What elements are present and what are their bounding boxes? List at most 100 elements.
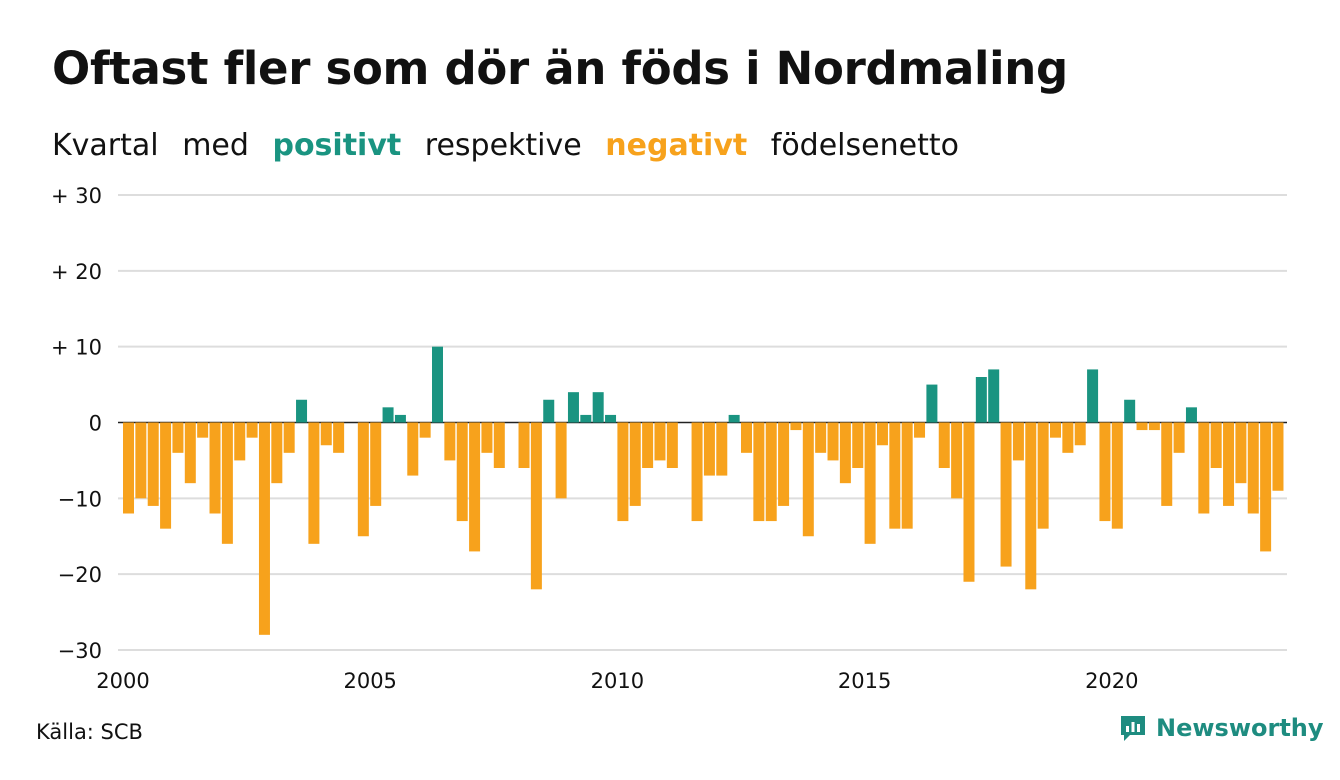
bar-negative [518, 422, 530, 468]
bar-negative [778, 422, 790, 506]
bar-negative [123, 422, 134, 514]
bar-negative [320, 422, 332, 446]
chart-subtitle: Kvartal med positivt respektive negativt… [52, 128, 973, 163]
bar-negative [901, 422, 913, 529]
bar-negative [456, 422, 468, 522]
bar-positive [543, 399, 555, 423]
bar-negative [258, 422, 270, 635]
chart-title: Oftast fler som dör än föds i Nordmaling [52, 42, 1068, 95]
bar-negative [864, 422, 876, 544]
bar-negative [790, 422, 802, 431]
bar-negative [308, 422, 320, 544]
bar-negative [703, 422, 715, 476]
bar-negative [654, 422, 666, 461]
bar-negative [197, 422, 209, 438]
bar-positive [592, 392, 604, 423]
bar-negative [938, 422, 950, 468]
bar-negative [815, 422, 827, 453]
bar-negative [271, 422, 283, 484]
bar-negative [951, 422, 963, 499]
bar-negative [1037, 422, 1049, 529]
bar-negative [172, 422, 184, 453]
bar-negative [444, 422, 456, 461]
bar-negative [1111, 422, 1123, 529]
bar-negative [876, 422, 888, 446]
bar-positive [1185, 407, 1197, 423]
y-tick-label: 0 [89, 412, 102, 436]
bar-negative [741, 422, 752, 453]
bar-negative [914, 422, 926, 438]
bar-positive [926, 384, 938, 423]
bar-negative [555, 422, 567, 499]
bar-negative [357, 422, 369, 537]
bar-negative [1074, 422, 1086, 446]
bar-positive [1124, 399, 1136, 423]
bar-negative [1198, 422, 1210, 514]
bar-positive [432, 346, 443, 423]
bar-positive [988, 369, 1000, 423]
bar-positive [975, 377, 987, 423]
bar-negative [1062, 422, 1074, 453]
bar-negative [1210, 422, 1222, 468]
bar-negative [530, 422, 542, 590]
bar-negative [691, 422, 703, 522]
bar-negative [184, 422, 196, 484]
bar-negative [469, 422, 481, 552]
y-tick-label: −20 [58, 563, 102, 587]
subtitle-word-kvartal: Kvartal [52, 128, 159, 163]
bar-positive [1087, 369, 1099, 423]
subtitle-positive-label: positivt [272, 128, 402, 163]
chart-bubble-icon [1121, 716, 1145, 741]
x-tick-label: 2000 [96, 669, 149, 693]
bar-negative [765, 422, 777, 522]
bar-negative [889, 422, 901, 529]
bar-positive [580, 414, 592, 423]
subtitle-word-med: med [182, 128, 249, 163]
bar-negative [407, 422, 419, 476]
bar-negative [135, 422, 147, 499]
bar-negative [1136, 422, 1148, 431]
bar-negative [1000, 422, 1012, 567]
logo-text: Newsworthy [1156, 714, 1324, 742]
bar-negative [333, 422, 345, 453]
subtitle-word-fodelsenetto: födelsenetto [770, 128, 959, 163]
bar-negative [1247, 422, 1259, 514]
bar-negative [1099, 422, 1111, 522]
x-tick-label: 2015 [838, 669, 891, 693]
y-tick-label: + 20 [51, 260, 102, 284]
x-tick-label: 2005 [343, 669, 396, 693]
bar-positive [394, 414, 406, 423]
bar-negative [246, 422, 258, 438]
y-tick-label: −30 [58, 639, 102, 663]
bar-positive [382, 407, 394, 423]
y-tick-label: + 30 [51, 184, 102, 208]
bar-negative [839, 422, 851, 484]
bar-negative [629, 422, 641, 506]
bar-negative [827, 422, 839, 461]
bar-negative [419, 422, 431, 438]
bar-negative [1235, 422, 1247, 484]
bar-negative [1223, 422, 1235, 506]
bar-negative [1260, 422, 1272, 552]
subtitle-word-respektive: respektive [424, 128, 582, 163]
bar-negative [963, 422, 975, 582]
bar-positive [296, 399, 308, 423]
bar-negative [1173, 422, 1185, 453]
bar-negative [147, 422, 159, 506]
bar-negative [234, 422, 246, 461]
bar-positive [605, 414, 617, 423]
bar-negative [209, 422, 221, 514]
bar-negative [221, 422, 233, 544]
bar-negative [1012, 422, 1024, 461]
bar-negative [1050, 422, 1061, 438]
bar-negative [617, 422, 629, 522]
bar-negative [852, 422, 864, 468]
bar-negative [1025, 422, 1037, 590]
bar-negative [493, 422, 505, 468]
bar-positive [567, 392, 579, 423]
source-note: Källa: SCB [36, 720, 143, 744]
subtitle-negative-label: negativt [605, 128, 748, 163]
bar-negative [1272, 422, 1284, 491]
bar-positive [728, 414, 740, 423]
x-tick-label: 2010 [591, 669, 644, 693]
